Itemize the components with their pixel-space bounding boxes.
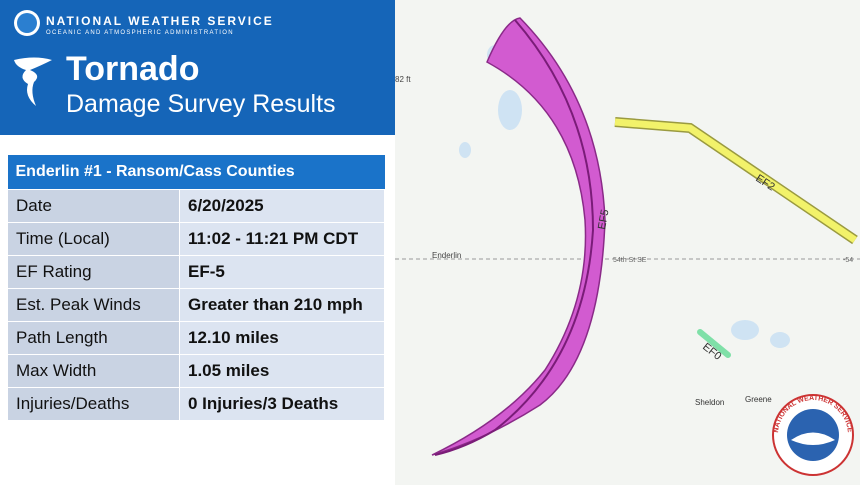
cell-label: Est. Peak Winds <box>7 288 180 322</box>
road: -54 <box>843 257 853 264</box>
cell-value: 12.10 miles <box>179 321 385 355</box>
map: 82 ft EF5 EF2 EF0 Enderlin 54th St SE -5… <box>395 0 860 485</box>
cell-label: Max Width <box>7 354 180 388</box>
survey-table: Enderlin #1 - Ransom/Cass Counties Date 6… <box>7 155 385 421</box>
town: Greene <box>745 395 772 404</box>
table-row: Path Length 12.10 miles <box>7 321 385 355</box>
cell-value: 6/20/2025 <box>179 189 385 223</box>
table-title: Enderlin #1 - Ransom/Cass Counties <box>7 155 385 190</box>
table-row: Est. Peak Winds Greater than 210 mph <box>7 288 385 322</box>
cell-label: Injuries/Deaths <box>7 387 180 421</box>
title: Tornado <box>66 50 199 88</box>
subtitle: Damage Survey Results <box>66 90 336 118</box>
cell-value: 11:02 - 11:21 PM CDT <box>179 222 385 256</box>
agency-sub: OCEANIC AND ATMOSPHERIC ADMINISTRATION <box>46 30 234 36</box>
table-row: Date 6/20/2025 <box>7 189 385 223</box>
table-row: Injuries/Deaths 0 Injuries/3 Deaths <box>7 387 385 421</box>
table-row: EF Rating EF-5 <box>7 255 385 289</box>
cell-label: EF Rating <box>7 255 180 289</box>
table-row: Time (Local) 11:02 - 11:21 PM CDT <box>7 222 385 256</box>
cell-value: 0 Injuries/3 Deaths <box>179 387 385 421</box>
cell-value: Greater than 210 mph <box>179 288 385 322</box>
town: Enderlin <box>432 251 461 260</box>
cell-value: 1.05 miles <box>179 354 385 388</box>
road: 54th St SE <box>613 257 647 264</box>
cell-label: Path Length <box>7 321 180 355</box>
header: NATIONAL WEATHER SERVICE OCEANIC AND ATM… <box>0 0 395 135</box>
cell-label: Date <box>7 189 180 223</box>
elevation: 82 ft <box>395 75 411 84</box>
cell-label: Time (Local) <box>7 222 180 256</box>
town: Sheldon <box>695 398 724 407</box>
cell-value: EF-5 <box>179 255 385 289</box>
agency: NATIONAL WEATHER SERVICE <box>46 14 274 28</box>
table-row: Max Width 1.05 miles <box>7 354 385 388</box>
header-art: NATIONAL WEATHER SERVICE OCEANIC AND ATM… <box>14 10 336 118</box>
ef5-label: EF5 <box>596 209 611 231</box>
